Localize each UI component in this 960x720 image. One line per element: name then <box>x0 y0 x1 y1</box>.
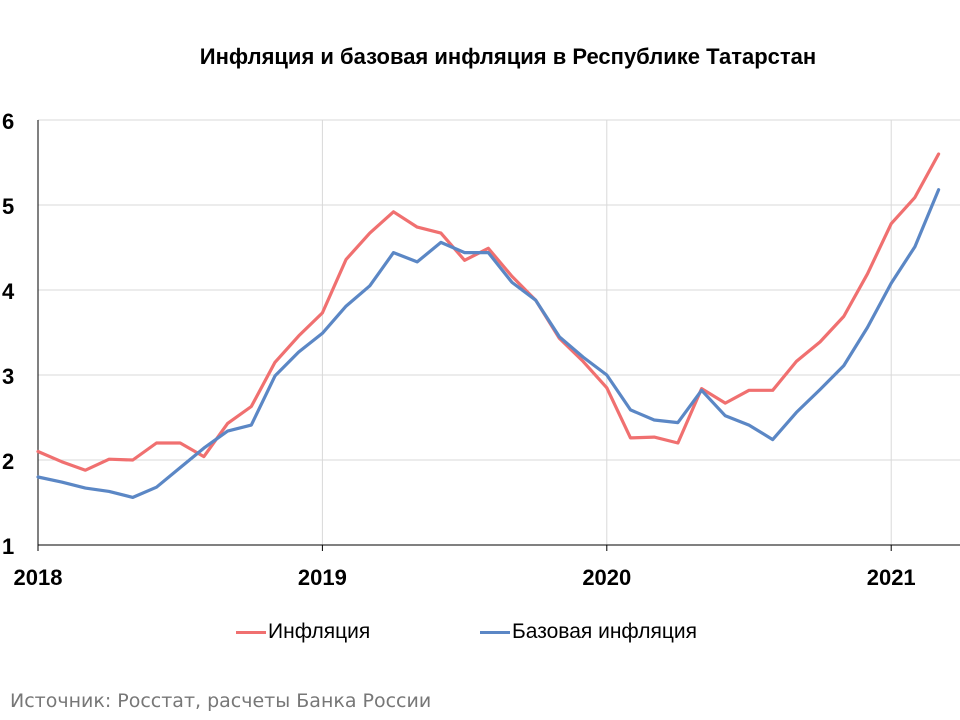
y-tick-label: 3 <box>2 364 14 389</box>
grid-lines <box>37 119 960 545</box>
axes <box>37 120 960 551</box>
x-tick-label: 2019 <box>298 565 347 590</box>
legend-item-inflation: Инфляция <box>236 620 370 644</box>
series-line-core-inflation <box>36 188 941 499</box>
x-tick-label: 2020 <box>582 565 631 590</box>
legend-label-inflation: Инфляция <box>268 620 371 643</box>
legend-label-core-inflation: Базовая инфляция <box>512 620 698 643</box>
y-tick-label: 2 <box>2 449 14 474</box>
chart-title: Инфляция и базовая инфляция в Республике… <box>199 44 817 69</box>
source-note: Источник: Росстат, расчеты Банка России <box>10 690 432 712</box>
x-tick-label: 2018 <box>14 565 63 590</box>
tick-labels: 1 2 3 4 5 6 2018 2019 2020 2021 <box>2 109 916 590</box>
legend-swatch-core-inflation <box>480 630 510 634</box>
y-tick-label: 4 <box>2 279 15 304</box>
x-tick-label: 2021 <box>867 565 916 590</box>
legend: Инфляция Базовая инфляция <box>0 620 960 650</box>
legend-swatch-inflation <box>236 630 266 634</box>
y-tick-label: 5 <box>2 194 14 219</box>
legend-item-core-inflation: Базовая инфляция <box>480 620 697 644</box>
y-tick-label: 6 <box>2 109 14 134</box>
series-lines <box>36 152 941 499</box>
y-tick-label: 1 <box>2 534 14 559</box>
series-line-inflation <box>36 152 941 472</box>
